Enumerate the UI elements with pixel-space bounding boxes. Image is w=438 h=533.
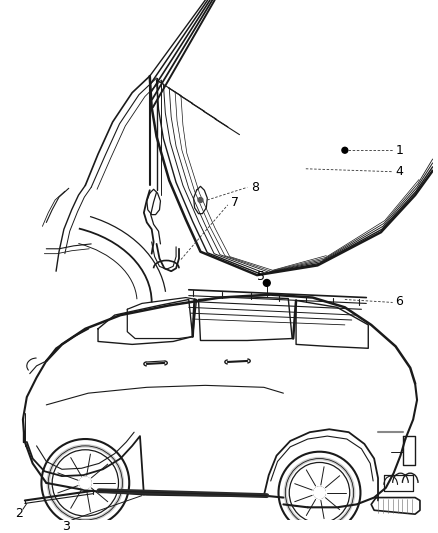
Text: 4: 4 <box>396 165 403 178</box>
Text: 6: 6 <box>396 295 403 308</box>
Circle shape <box>198 198 203 203</box>
Text: 3: 3 <box>62 520 70 533</box>
Circle shape <box>314 487 325 498</box>
Circle shape <box>79 477 91 489</box>
Circle shape <box>342 147 348 153</box>
Text: 8: 8 <box>251 181 259 194</box>
Text: 7: 7 <box>231 197 239 209</box>
Text: 1: 1 <box>396 144 403 157</box>
Text: 2: 2 <box>15 507 23 520</box>
Text: 5: 5 <box>257 270 265 282</box>
Circle shape <box>263 279 270 286</box>
